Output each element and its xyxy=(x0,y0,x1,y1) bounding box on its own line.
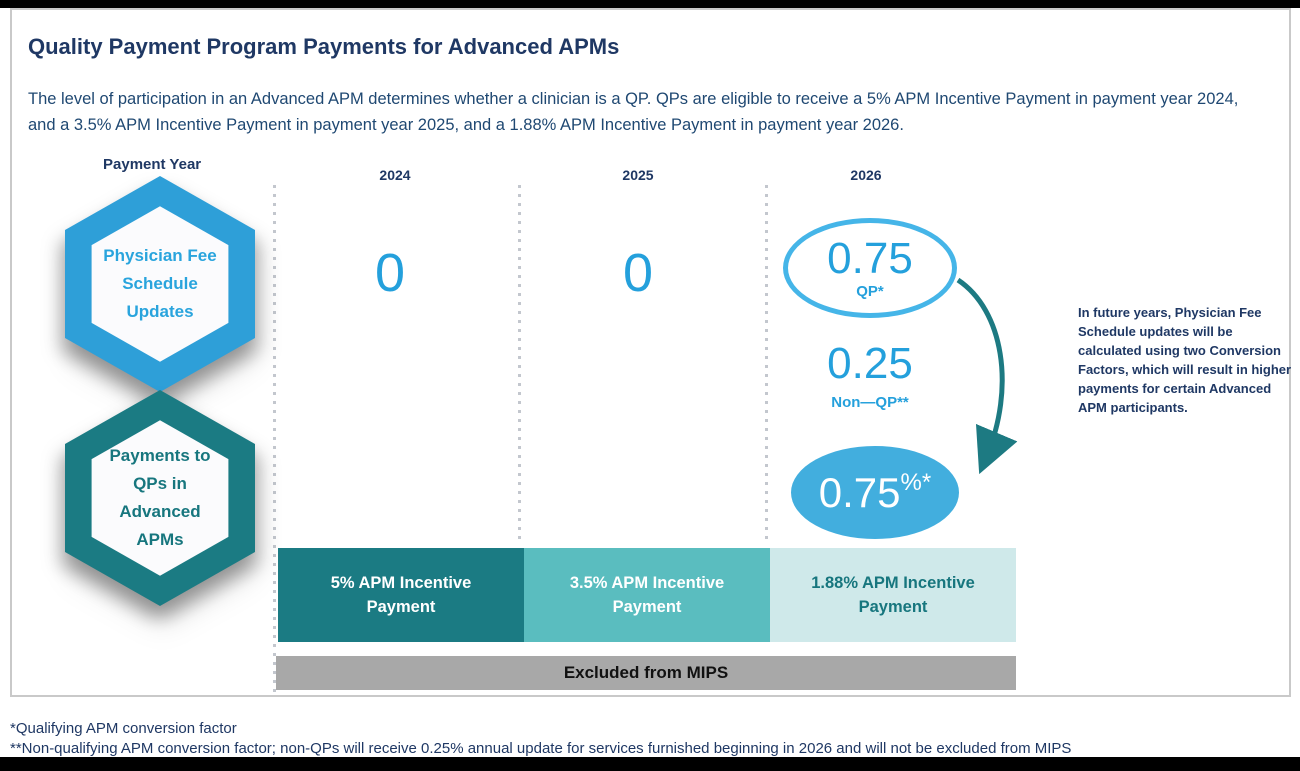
excluded-from-mips-label: Excluded from MIPS xyxy=(563,663,729,682)
conversion-arrow-icon xyxy=(956,277,1018,475)
nonqp-conversion-group: 0.25 Non—QP** xyxy=(827,339,913,412)
qp-conversion-value: 0.75 xyxy=(827,233,913,283)
qp-conversion-label: QP* xyxy=(856,282,884,300)
year-label-2024: 2024 xyxy=(379,167,411,183)
fee-update-value-2024: 0 xyxy=(374,243,406,303)
column-divider-2025 xyxy=(518,185,521,545)
nonqp-conversion-value: 0.25 xyxy=(827,339,913,388)
hexagon-icon xyxy=(65,390,255,606)
year-label-2026: 2026 xyxy=(850,167,882,183)
nonqp-conversion-label: Non—QP** xyxy=(831,394,909,411)
hexagon-qp-payments-label: Payments to QPs in Advanced APMs xyxy=(65,390,255,606)
year-label-2025: 2025 xyxy=(622,167,654,183)
future-payment-value: 0.75 xyxy=(818,468,901,516)
column-divider-2024 xyxy=(273,185,276,695)
top-border-bar xyxy=(0,0,1300,8)
qp-conversion-ellipse: 0.75 QP* xyxy=(783,218,957,318)
incentive-bar-2024-label: 5% APM Incentive Payment xyxy=(330,574,472,616)
incentive-bar-2024: 5% APM Incentive Payment xyxy=(278,548,524,642)
hexagon-physician-fee-text: Physician Fee Schedule Updates xyxy=(103,246,217,321)
incentive-bar-2025-label: 3.5% APM Incentive Payment xyxy=(569,574,725,616)
footnotes: *Qualifying APM conversion factor **Non-… xyxy=(10,719,1071,759)
hexagon-physician-fee-label: Physician Fee Schedule Updates xyxy=(65,176,255,392)
incentive-bars: 5% APM Incentive Payment 3.5% APM Incent… xyxy=(278,548,1016,642)
incentive-bar-2025: 3.5% APM Incentive Payment xyxy=(524,548,770,642)
bottom-border-bar xyxy=(0,757,1300,771)
footnote-nonqualifying: **Non-qualifying APM conversion factor; … xyxy=(10,740,1072,757)
hexagon-icon xyxy=(65,176,255,392)
incentive-bar-2026: 1.88% APM Incentive Payment xyxy=(770,548,1016,642)
future-payment-suffix: %* xyxy=(900,468,932,496)
future-payment-ellipse: 0.75 %* xyxy=(791,446,959,539)
footnote-qualifying: *Qualifying APM conversion factor xyxy=(10,720,237,737)
intro-paragraph: The level of participation in an Advance… xyxy=(28,90,1239,134)
hexagon-physician-fee: Physician Fee Schedule Updates xyxy=(65,176,255,392)
payment-year-label: Payment Year xyxy=(103,156,202,173)
excluded-from-mips-bar: Excluded from MIPS xyxy=(276,656,1016,690)
column-divider-2026 xyxy=(765,185,768,545)
page-title: Quality Payment Program Payments for Adv… xyxy=(28,34,620,59)
side-note: In future years, Physician Fee Schedule … xyxy=(1078,305,1292,415)
hexagon-qp-payments: Payments to QPs in Advanced APMs xyxy=(65,390,255,606)
fee-update-value-2025: 0 xyxy=(622,243,654,303)
hexagon-qp-payments-text: Payments to QPs in Advanced APMs xyxy=(109,446,211,549)
incentive-bar-2026-label: 1.88% APM Incentive Payment xyxy=(811,574,975,616)
